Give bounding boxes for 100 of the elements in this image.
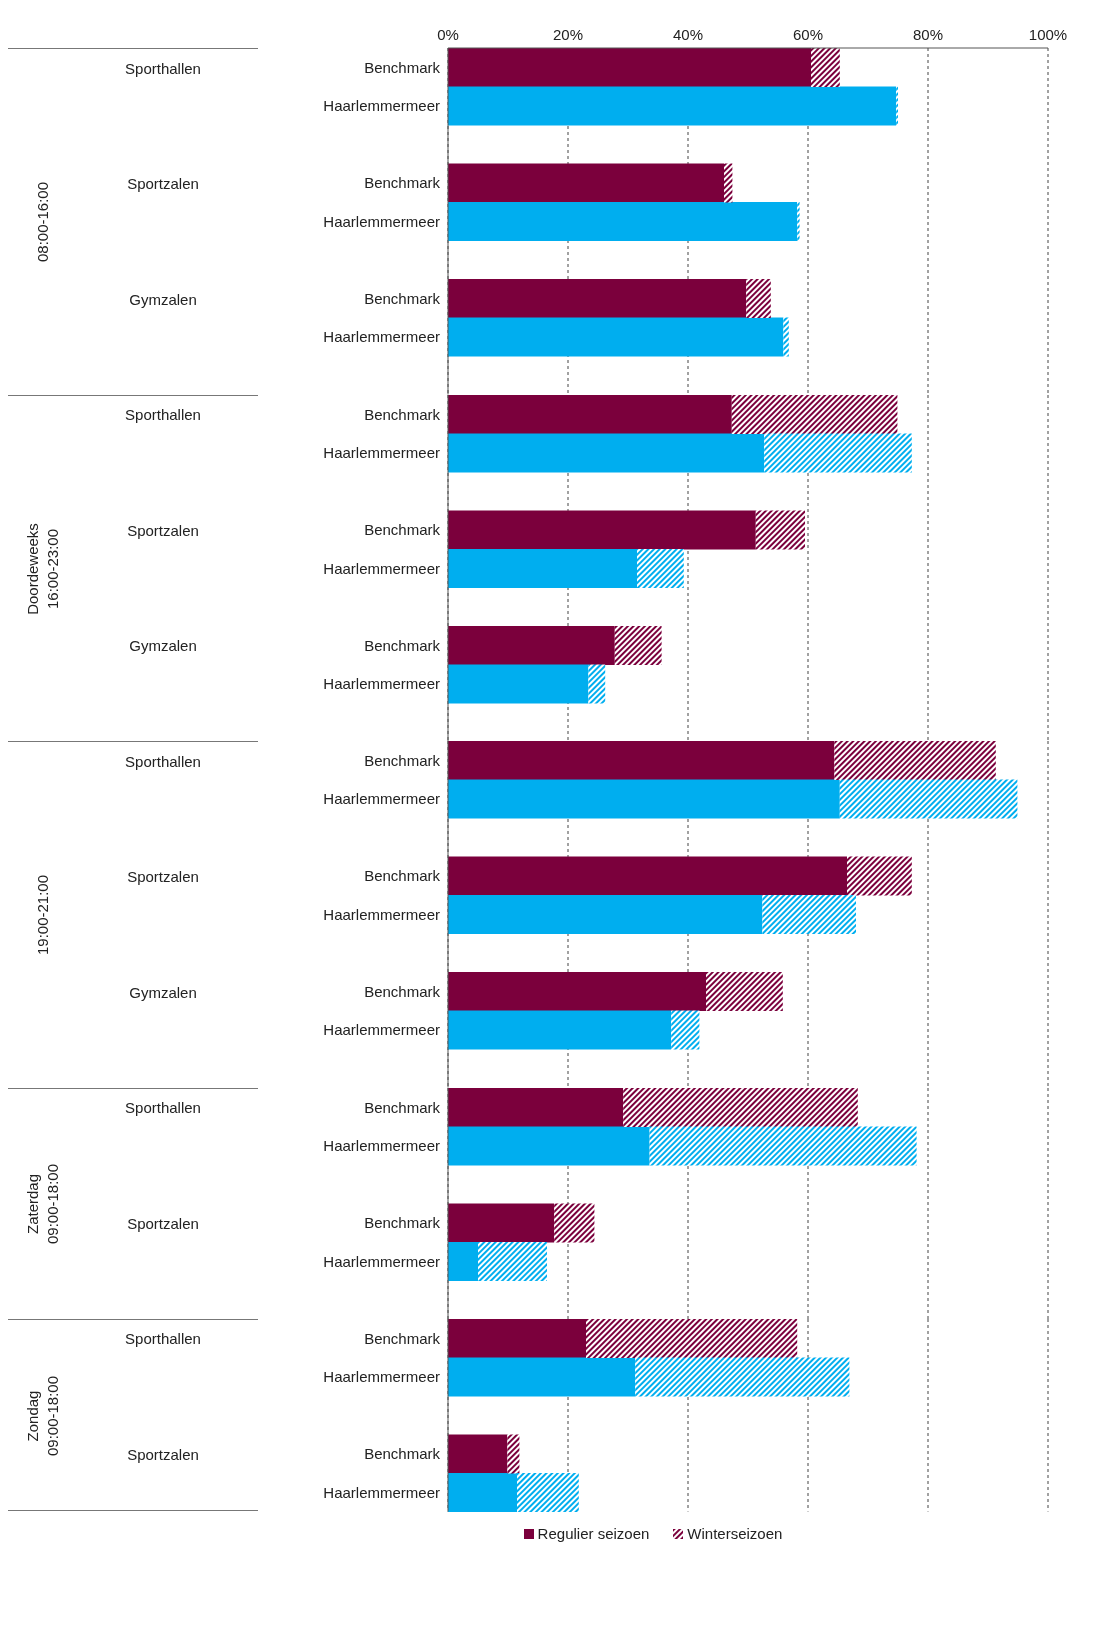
bar <box>448 1203 555 1242</box>
bar <box>448 741 835 780</box>
bar <box>448 163 724 203</box>
bar <box>811 48 840 87</box>
y2-tick-label: Gymzalen <box>128 636 198 657</box>
y-tick-label: Haarlemmermeer <box>323 905 440 923</box>
bar <box>448 394 732 434</box>
y-axis-title: Zaterdag 09:00-18:00 <box>23 1163 62 1245</box>
y-tick-label: Haarlemmermeer <box>323 790 440 808</box>
y-tick-label: Benchmark <box>364 867 441 885</box>
bar <box>797 202 800 241</box>
y2-tick-label: Sporthallen <box>124 58 202 79</box>
y-tick-label: Benchmark <box>364 1329 441 1347</box>
bar <box>635 1357 850 1396</box>
bar <box>588 664 606 703</box>
y2-tick-label: Sportzalen <box>126 174 200 195</box>
y2-tick-label: Sporthallen <box>124 1329 202 1350</box>
bar <box>586 1318 798 1358</box>
bar <box>448 433 765 472</box>
y-axis-title: 08:00-16:00 <box>33 182 52 263</box>
y-tick-label: Benchmark <box>364 982 441 1000</box>
y-tick-label: Benchmark <box>364 58 441 76</box>
bar <box>783 317 789 357</box>
bar <box>448 972 706 1011</box>
y-tick-label: Benchmark <box>364 636 441 654</box>
bar <box>448 664 589 703</box>
bar <box>614 625 662 665</box>
y-axis-title: Zondag 09:00-18:00 <box>23 1375 62 1456</box>
bar <box>448 86 897 126</box>
y-tick-label: Benchmark <box>364 289 441 307</box>
y2-tick-label: Sportzalen <box>126 1213 200 1234</box>
y-tick-label: Haarlemmermeer <box>323 1483 440 1501</box>
bar <box>448 1010 672 1050</box>
y-tick-label: Benchmark <box>364 520 441 538</box>
y-tick-label: Benchmark <box>364 174 441 192</box>
legend-label: Regulier seizoen <box>537 1525 650 1542</box>
bar <box>731 394 898 434</box>
bar <box>649 1126 917 1165</box>
y-tick-label: Haarlemmermeer <box>323 1252 440 1270</box>
bar <box>448 1434 508 1473</box>
bar <box>507 1434 520 1473</box>
bar <box>448 1472 517 1512</box>
y-tick-label: Haarlemmermeer <box>323 328 440 346</box>
bar <box>637 548 684 588</box>
y-tick-label: Haarlemmermeer <box>323 559 440 577</box>
bar <box>448 1126 650 1165</box>
y2-tick-label: Gymzalen <box>128 982 198 1003</box>
y2-tick-label: Sporthallen <box>124 751 202 772</box>
x-tick-label: 20% <box>552 26 584 43</box>
bar <box>448 1087 624 1127</box>
y-tick-label: Haarlemmermeer <box>323 212 440 230</box>
y-tick-label: Haarlemmermeer <box>323 1021 440 1039</box>
bar <box>448 510 756 549</box>
bar <box>755 510 805 549</box>
bar <box>448 202 798 241</box>
bar <box>448 1241 478 1281</box>
bar <box>448 625 615 665</box>
y-tick-label: Benchmark <box>364 1213 441 1231</box>
y-tick-label: Benchmark <box>364 751 441 769</box>
bar <box>448 548 637 588</box>
y2-tick-label: Sportzalen <box>126 520 200 541</box>
bar <box>448 1318 586 1358</box>
y-tick-label: Haarlemmermeer <box>323 1136 440 1154</box>
y-tick-label: Haarlemmermeer <box>323 443 440 461</box>
bar <box>847 856 912 896</box>
y2-tick-label: Gymzalen <box>128 289 198 310</box>
bar <box>706 972 783 1011</box>
bar <box>448 48 811 87</box>
y-tick-label: Haarlemmermeer <box>323 674 440 692</box>
y-tick-label: Benchmark <box>364 1098 441 1116</box>
x-tick-label: 80% <box>912 26 944 43</box>
legend-label: Winterseizoen <box>687 1525 783 1542</box>
y-axis-title: 19:00-21:00 <box>33 875 52 956</box>
y2-tick-label: Sportzalen <box>126 867 200 888</box>
bar <box>839 779 1018 819</box>
y2-tick-label: Sportzalen <box>126 1444 200 1465</box>
x-tick-label: 0% <box>437 26 459 43</box>
bar <box>554 1203 595 1242</box>
y-tick-label: Benchmark <box>364 1444 441 1462</box>
y2-tick-label: Sporthallen <box>124 405 202 426</box>
y-axis-title: Doordeweeks 16:00-23:00 <box>23 522 62 615</box>
y2-tick-label: Sporthallen <box>124 1098 202 1119</box>
x-tick-label: 60% <box>792 26 824 43</box>
x-tick-label: 40% <box>672 26 704 43</box>
bar <box>764 433 912 472</box>
bar <box>623 1087 858 1127</box>
bar <box>448 317 784 357</box>
x-tick-label: 100% <box>1028 26 1068 43</box>
bar <box>724 163 733 203</box>
bar <box>448 895 763 934</box>
y-tick-label: Haarlemmermeer <box>323 1367 440 1385</box>
bar <box>478 1241 547 1281</box>
bar <box>834 741 996 780</box>
bar <box>671 1010 700 1050</box>
bar <box>517 1472 579 1512</box>
bar <box>448 779 840 819</box>
bar <box>448 279 747 318</box>
y-tick-label: Haarlemmermeer <box>323 97 440 115</box>
y-tick-label: Benchmark <box>364 405 441 423</box>
bar <box>746 279 771 318</box>
